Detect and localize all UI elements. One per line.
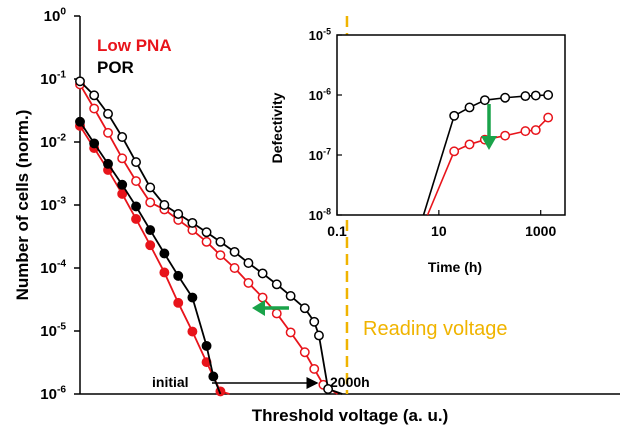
main-data-point (131, 176, 142, 186)
main-data-point (229, 246, 240, 257)
main-data-point (243, 277, 254, 288)
inset-data-point (500, 92, 511, 103)
main-y-tick-label: 100 (44, 7, 67, 25)
main-y-ticks: 100 10-1 10-2 10-3 10-4 10-5 10-6 (40, 7, 80, 403)
main-data-point (159, 248, 170, 259)
inset-data-point (449, 146, 460, 157)
main-data-point (187, 292, 198, 303)
main-y-axis-title: Number of cells (norm.) (13, 110, 32, 301)
main-y-tick-label: 10-4 (40, 259, 66, 277)
inset-y-tick-label: 10-7 (309, 147, 331, 163)
main-data-point (309, 363, 320, 374)
main-data-point (187, 217, 198, 228)
main-data-point (145, 197, 156, 208)
inset-x-tick-label: 0.1 (327, 223, 347, 239)
main-data-point (117, 188, 128, 199)
inset-data-point (449, 110, 460, 121)
main-y-tick-label: 10-2 (40, 133, 66, 151)
main-data-point (145, 182, 156, 193)
main-data-point (173, 270, 184, 281)
inset-data-point (464, 102, 475, 113)
main-data-point (159, 267, 170, 278)
main-data-point (257, 268, 268, 279)
main-data-point (131, 157, 142, 168)
initial-label: initial (152, 374, 189, 390)
main-data-point (309, 316, 320, 327)
inset-y-tick-label: 10-8 (309, 207, 331, 223)
inset-arrow-head (481, 136, 497, 150)
main-data-point (89, 138, 100, 149)
inset-data-point (530, 125, 541, 136)
main-data-point (215, 250, 226, 261)
main-data-point (159, 200, 170, 210)
inset-x-tick-label: 10 (431, 223, 447, 239)
main-data-point (285, 327, 296, 338)
main-y-tick-label: 10-1 (40, 70, 66, 88)
main-data-point (243, 258, 254, 268)
main-y-tick-label: 10-5 (40, 322, 66, 340)
shift-arrow-head (252, 300, 265, 316)
inset-data-point (520, 91, 531, 102)
reading-voltage-label: Reading voltage (363, 318, 508, 340)
inset-data-point (520, 126, 531, 137)
main-data-point (173, 297, 184, 308)
inset-ticks: 10-5 10-6 10-7 10-80.1 10 1000 (309, 27, 557, 239)
inset-y-tick-label: 10-5 (309, 27, 331, 43)
legend-por: POR (97, 58, 134, 77)
main-data-point (257, 292, 268, 303)
main-data-point (271, 279, 282, 290)
inset-x-tick-label: 1000 (525, 223, 556, 239)
main-y-tick-label: 10-3 (40, 196, 66, 214)
inset-x-axis-title: Time (h) (428, 259, 482, 275)
main-data-point (103, 127, 113, 138)
main-x-axis-title: Threshold voltage (a. u.) (252, 406, 448, 425)
main-data-point (145, 240, 156, 251)
main-data-point (271, 308, 282, 319)
main-data-point (187, 326, 198, 337)
inset-series-lead-line (426, 151, 455, 216)
inset-data-point (500, 130, 511, 141)
main-data-point (215, 236, 226, 247)
main-data-point (131, 214, 142, 224)
main-data-point (75, 76, 85, 87)
inset-data-point (464, 139, 475, 150)
main-data-point (201, 340, 212, 351)
inset-series-lead-line (422, 115, 455, 216)
main-data-point (131, 201, 142, 212)
main-data-point (201, 227, 212, 238)
main-data-point (285, 291, 296, 301)
inset-data-point (543, 90, 554, 100)
main-data-point (103, 108, 113, 119)
main-data-point (89, 103, 100, 114)
2000h-label: 2000h (330, 374, 370, 390)
main-y-tick-label: 10-6 (40, 385, 66, 403)
inset-y-tick-label: 10-6 (309, 87, 331, 103)
main-data-point (117, 179, 128, 190)
main-data-point (75, 116, 85, 127)
main-series-line (79, 125, 230, 395)
main-data-point (314, 330, 324, 341)
main-data-point (89, 90, 100, 101)
main-data-point (103, 158, 113, 169)
main-data-point (208, 371, 219, 382)
main-data-point (229, 263, 240, 273)
main-data-point (145, 225, 156, 236)
main-series-group (75, 76, 343, 397)
inset-data-point (479, 95, 490, 106)
main-data-point (173, 209, 184, 219)
main-data-point (117, 132, 128, 142)
inset-data-point (530, 90, 541, 101)
legend-low-pna: Low PNA (97, 36, 172, 55)
main-data-point (201, 236, 212, 247)
main-series-line (79, 121, 222, 395)
inset-series-group (422, 90, 554, 216)
main-data-point (299, 303, 310, 314)
main-data-point (117, 153, 128, 164)
main-data-point (299, 347, 310, 358)
inset-y-axis-title: Defectivity (269, 92, 285, 163)
main-data-point (323, 384, 334, 394)
inset-data-point (543, 112, 554, 123)
